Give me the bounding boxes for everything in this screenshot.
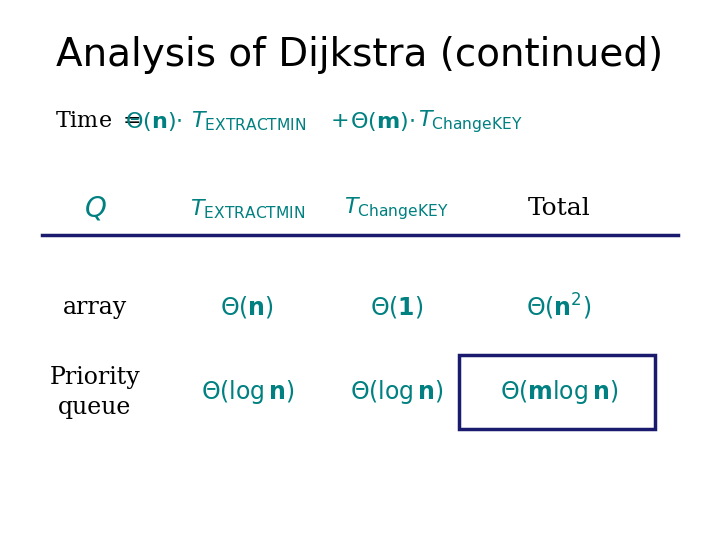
Text: $\Theta(\mathbf{n}^2)$: $\Theta(\mathbf{n}^2)$ (526, 292, 591, 322)
Text: $+$: $+$ (330, 111, 348, 131)
Text: array: array (63, 296, 127, 319)
Text: $T_{\mathrm{EXTRACTMIN}}$: $T_{\mathrm{EXTRACTMIN}}$ (189, 197, 305, 221)
Text: $\Theta(\mathbf{n}){\cdot}$: $\Theta(\mathbf{n}){\cdot}$ (125, 110, 182, 133)
Text: $\Theta(\mathbf{1})$: $\Theta(\mathbf{1})$ (370, 294, 423, 320)
Text: $\Theta(\mathbf{n})$: $\Theta(\mathbf{n})$ (220, 294, 274, 320)
Text: Total: Total (527, 197, 590, 220)
Text: $\mathit{Q}$: $\mathit{Q}$ (84, 195, 107, 223)
Text: $\Theta(\log \mathbf{n})$: $\Theta(\log \mathbf{n})$ (201, 379, 294, 406)
Text: $T_{\mathrm{ChangeKEY}}$: $T_{\mathrm{ChangeKEY}}$ (418, 108, 523, 134)
Text: $\Theta(\mathbf{m}\log \mathbf{n})$: $\Theta(\mathbf{m}\log \mathbf{n})$ (500, 379, 618, 406)
Text: Priority
queue: Priority queue (50, 366, 140, 419)
Text: $T_{\mathrm{EXTRACTMIN}}$: $T_{\mathrm{EXTRACTMIN}}$ (191, 109, 307, 133)
Text: $\Theta(\mathbf{m}){\cdot}$: $\Theta(\mathbf{m}){\cdot}$ (350, 110, 415, 133)
Text: $\Theta(\log \mathbf{n})$: $\Theta(\log \mathbf{n})$ (350, 379, 444, 406)
Text: Analysis of Dijkstra (continued): Analysis of Dijkstra (continued) (56, 36, 664, 73)
Text: $T_{\mathrm{ChangeKEY}}$: $T_{\mathrm{ChangeKEY}}$ (344, 195, 449, 222)
Text: Time $=$: Time $=$ (55, 110, 141, 132)
